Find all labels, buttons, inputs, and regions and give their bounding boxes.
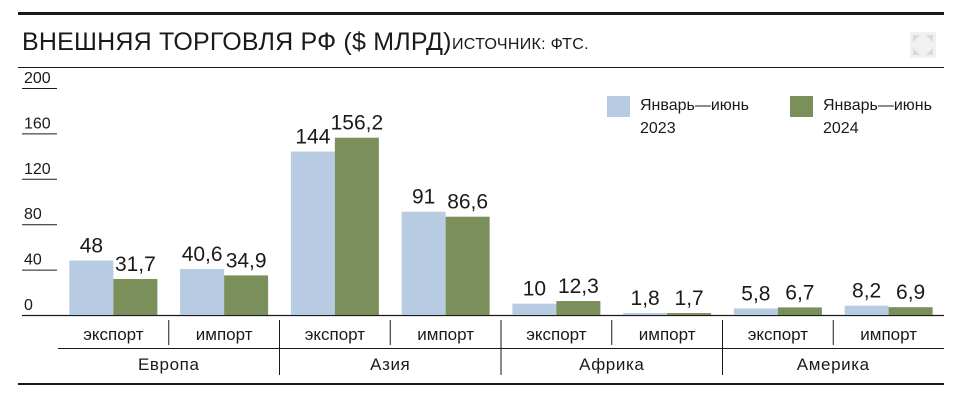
bar <box>556 301 601 315</box>
header-rule <box>18 67 944 68</box>
legend-swatch <box>790 96 813 117</box>
legend-label: 2024 <box>823 120 859 137</box>
bar <box>334 137 379 315</box>
category-label: импорт <box>639 325 696 344</box>
data-label: 31,7 <box>115 253 156 276</box>
category-label: импорт <box>860 325 917 344</box>
bar <box>844 305 889 315</box>
legend-swatch <box>607 96 630 117</box>
bar <box>512 303 557 315</box>
bottom-rule <box>18 383 944 385</box>
y-tick-label: 80 <box>24 206 42 223</box>
category-label: импорт <box>196 325 253 344</box>
bar <box>401 211 446 315</box>
data-label: 5,8 <box>741 282 770 305</box>
bar <box>445 216 490 315</box>
category-label: экспорт <box>526 325 587 344</box>
data-label: 1,8 <box>631 287 660 310</box>
chart-title: ВНЕШНЯЯ ТОРГОВЛЯ РФ ($ МЛРД) <box>22 28 452 56</box>
data-label: 6,9 <box>896 281 925 304</box>
bar <box>777 307 822 315</box>
data-label: 6,7 <box>785 281 814 304</box>
data-label: 1,7 <box>675 287 704 310</box>
y-tick-label: 120 <box>24 161 51 178</box>
legend-label: 2023 <box>640 120 676 137</box>
y-tick-label: 0 <box>24 297 33 314</box>
data-label: 40,6 <box>182 243 223 266</box>
category-label: импорт <box>417 325 474 344</box>
y-tick-label: 160 <box>24 115 51 132</box>
category-label: экспорт <box>305 325 366 344</box>
region-label: Африка <box>579 355 644 374</box>
region-label: Азия <box>370 355 410 374</box>
bar <box>623 312 668 315</box>
bar <box>888 307 933 315</box>
bar <box>113 279 158 315</box>
y-tick-label: 40 <box>24 252 42 269</box>
bar <box>180 268 225 315</box>
data-label: 12,3 <box>558 275 599 298</box>
region-label: Америка <box>797 355 870 374</box>
source-note: ИСТОЧНИК: ФТС. <box>452 36 589 53</box>
region-label: Европа <box>138 355 200 374</box>
bar <box>224 275 269 315</box>
bar <box>69 260 114 315</box>
bar <box>290 151 335 315</box>
top-rule <box>18 12 944 15</box>
data-label: 86,6 <box>447 191 488 214</box>
data-label: 156,2 <box>331 112 384 135</box>
bar <box>733 308 778 315</box>
data-label: 10 <box>523 278 546 301</box>
y-tick-label: 200 <box>24 70 51 87</box>
legend-label: Январь—июнь <box>823 97 932 114</box>
data-label: 8,2 <box>852 280 881 303</box>
data-label: 48 <box>80 235 103 258</box>
category-label: экспорт <box>83 325 144 344</box>
data-label: 91 <box>412 186 435 209</box>
category-label: экспорт <box>748 325 809 344</box>
expand-icon[interactable] <box>908 30 938 60</box>
data-label: 144 <box>295 126 330 149</box>
legend-label: Январь—июнь <box>640 97 749 114</box>
bar <box>667 313 712 315</box>
data-label: 34,9 <box>226 249 267 272</box>
